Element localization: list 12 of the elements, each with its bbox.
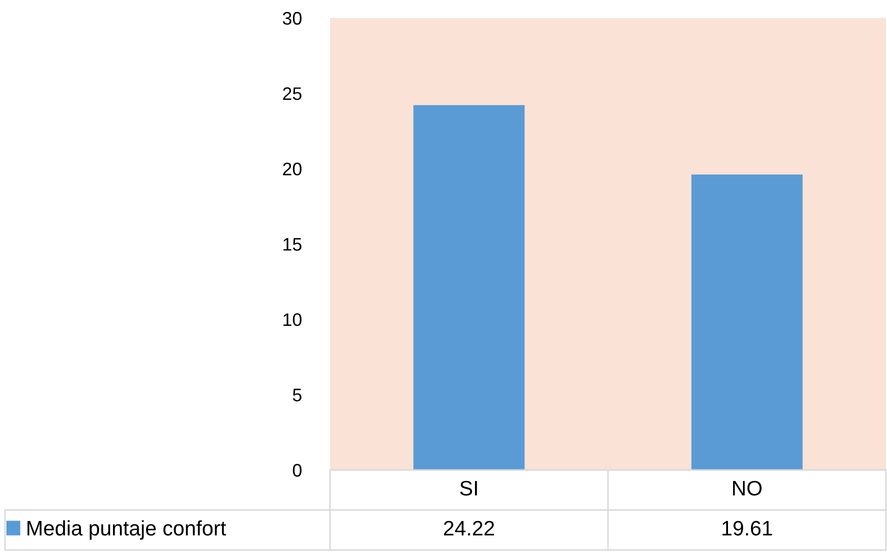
y-tick-label: 20 bbox=[283, 162, 302, 176]
y-tick-label: 15 bbox=[284, 238, 302, 251]
y-tick-label: 10 bbox=[284, 313, 302, 326]
x-tick-label: NO bbox=[733, 480, 762, 496]
data-label: 19.61 bbox=[722, 520, 772, 536]
x-tick-label: SI bbox=[460, 480, 477, 496]
y-tick-label: 30 bbox=[282, 12, 302, 25]
legend-label: Media puntaje confort bbox=[28, 520, 226, 540]
y-tick-label: 25 bbox=[283, 87, 302, 100]
y-tick-label: 5 bbox=[292, 388, 302, 402]
data-label: 24.22 bbox=[444, 520, 494, 536]
y-tick-label: 0 bbox=[292, 464, 302, 477]
